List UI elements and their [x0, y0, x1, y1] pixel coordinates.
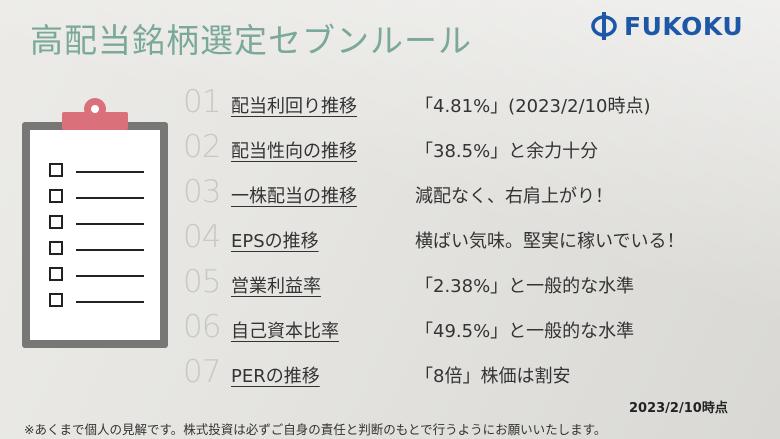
rule-label[interactable]: PERの推移	[231, 366, 320, 387]
rule-label[interactable]: 配当性向の推移	[231, 141, 357, 162]
rule-number: 05	[183, 264, 221, 300]
rule-row: 06 自己資本比率 「49.5%」と一般的な水準	[183, 309, 773, 349]
rule-value: 「2.38%」と一般的な水準	[415, 276, 635, 297]
rule-row: 01 配当利回り推移 「4.81%」(2023/2/10時点)	[183, 84, 773, 124]
rule-value: 減配なく、右肩上がり！	[415, 186, 613, 207]
as-of-date: 2023/2/10時点	[629, 401, 728, 416]
rule-value: 「4.81%」(2023/2/10時点)	[415, 96, 651, 117]
rule-number: 02	[183, 129, 221, 165]
rule-label[interactable]: 営業利益率	[231, 276, 321, 297]
fukoku-logo-icon	[591, 12, 617, 40]
disclaimer-note: ※あくまで個人の見解です。株式投資は必ずご自身の責任と判断のもとで行うようにお願…	[24, 422, 607, 437]
rule-value: 「8倍」株価は割安	[415, 366, 571, 387]
rule-label[interactable]: 自己資本比率	[231, 321, 339, 342]
rule-row: 02 配当性向の推移 「38.5%」と余力十分	[183, 129, 773, 169]
rule-number: 06	[183, 309, 221, 345]
rule-row: 04 EPSの推移 横ばい気味。堅実に稼いでいる！	[183, 219, 773, 259]
clipboard-checklist-icon	[22, 98, 168, 348]
rule-number: 07	[183, 354, 221, 390]
company-logo: FUKOKU	[590, 10, 743, 42]
rule-number: 03	[183, 174, 221, 210]
rule-value: 横ばい気味。堅実に稼いでいる！	[415, 231, 685, 252]
logo-text: FUKOKU	[624, 11, 744, 41]
rule-label[interactable]: 一株配当の推移	[231, 186, 357, 207]
rule-number: 04	[183, 219, 221, 255]
rule-label[interactable]: EPSの推移	[231, 231, 319, 252]
page-title: 高配当銘柄選定セブンルール	[30, 21, 472, 60]
rule-value: 「38.5%」と余力十分	[415, 141, 599, 162]
rule-number: 01	[183, 84, 221, 120]
rule-value: 「49.5%」と一般的な水準	[415, 321, 635, 342]
rule-row: 07 PERの推移 「8倍」株価は割安	[183, 354, 773, 394]
rule-row: 05 営業利益率 「2.38%」と一般的な水準	[183, 264, 773, 304]
rule-row: 03 一株配当の推移 減配なく、右肩上がり！	[183, 174, 773, 214]
rule-label[interactable]: 配当利回り推移	[231, 96, 357, 117]
